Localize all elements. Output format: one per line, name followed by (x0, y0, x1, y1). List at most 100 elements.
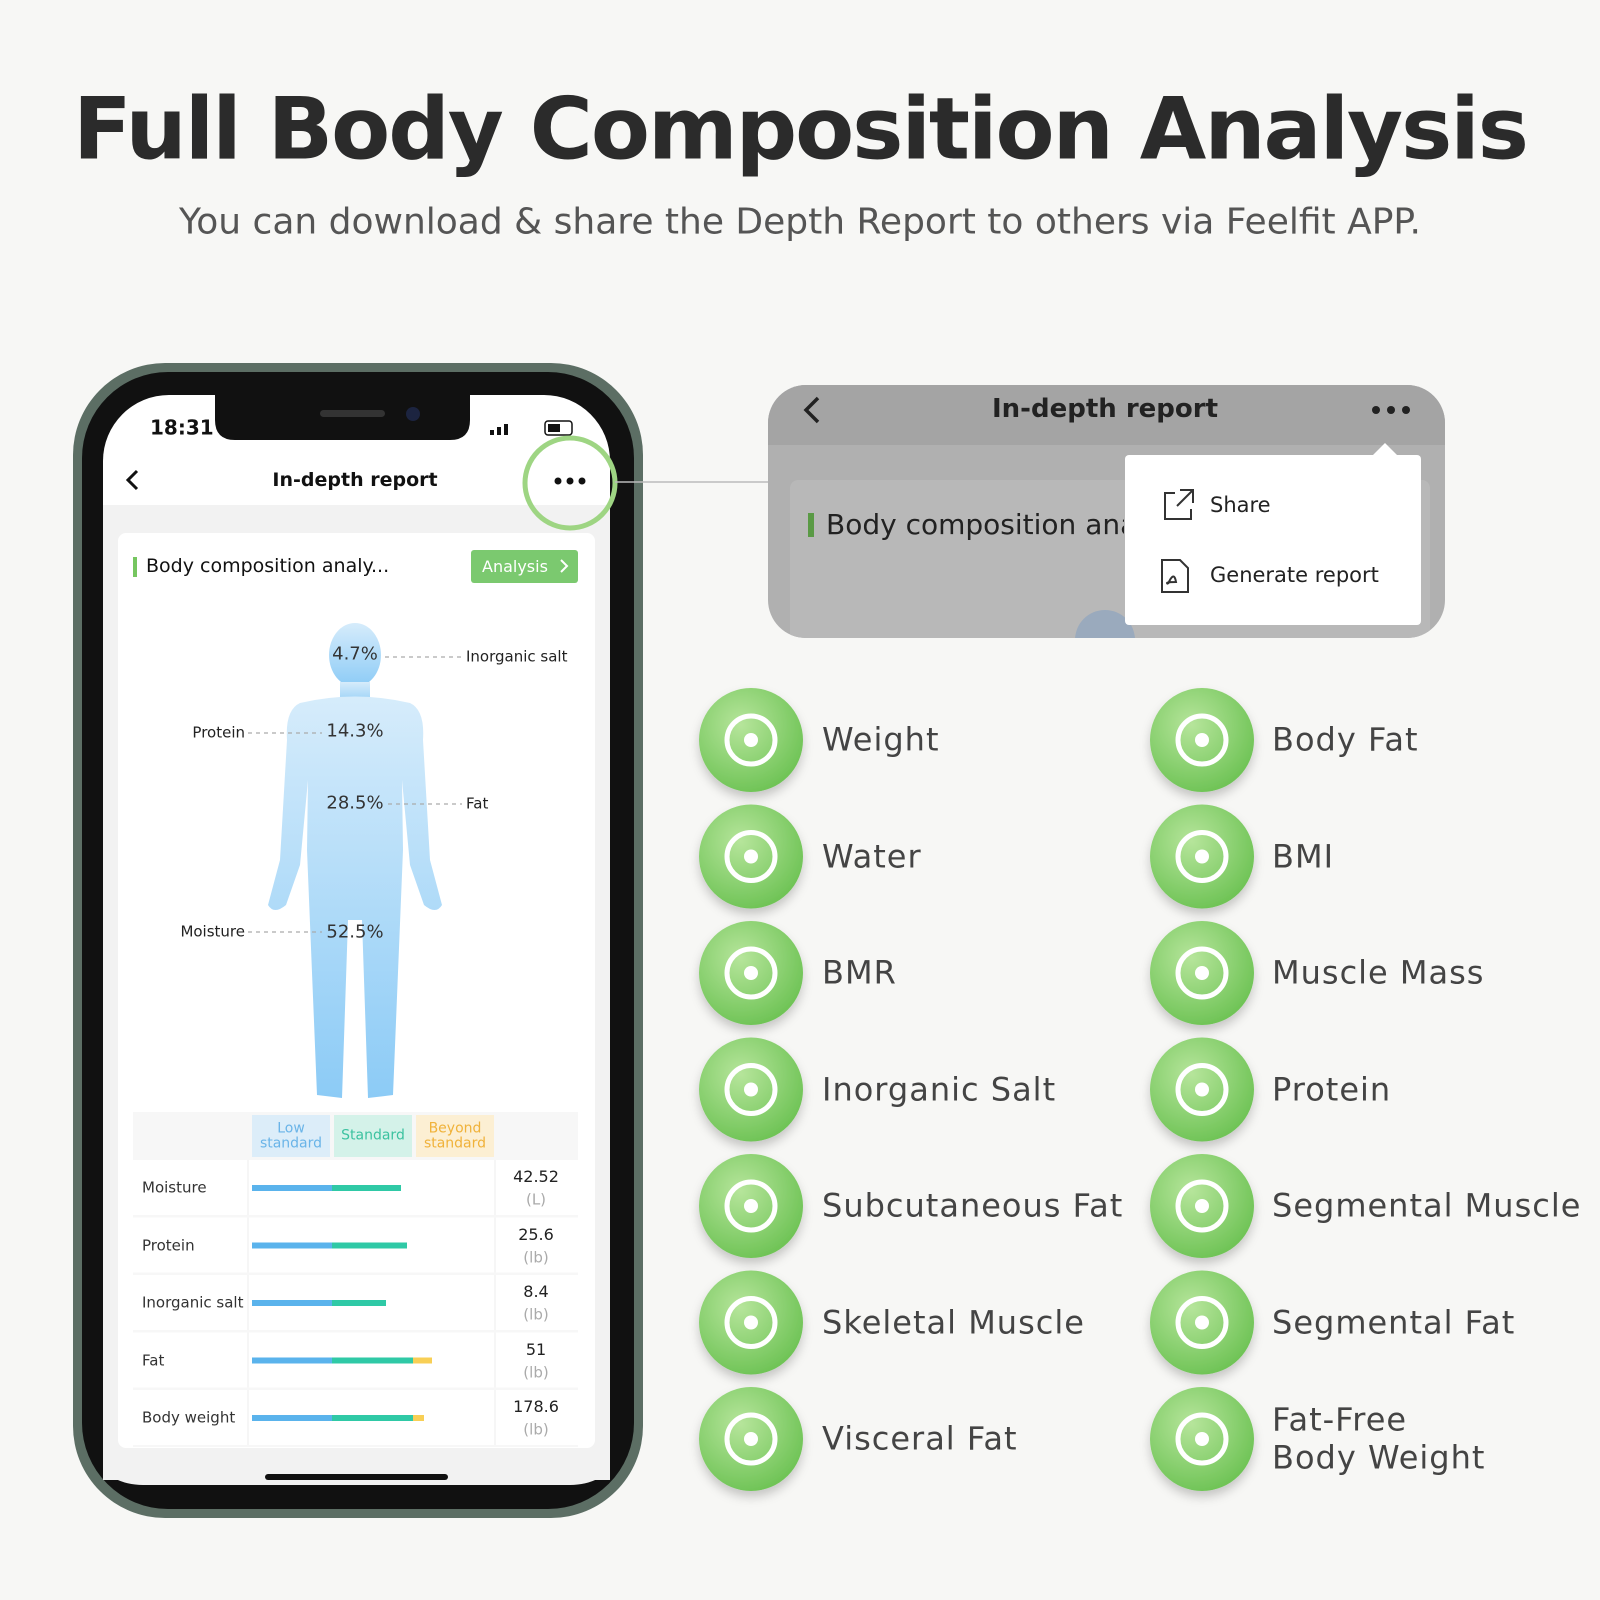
signal-icon (490, 424, 508, 435)
analysis-button-label[interactable]: Analysis (482, 556, 548, 576)
notch (215, 395, 470, 440)
feature-glyph-dot (1195, 1315, 1209, 1330)
row-name: Fat (142, 1350, 165, 1369)
row-value: 42.52 (513, 1166, 559, 1186)
bar-standard (332, 1242, 407, 1249)
bar-standard (332, 1185, 401, 1191)
feature-glyph-dot (744, 1315, 758, 1330)
header-cell (334, 1115, 412, 1157)
row-name: Moisture (142, 1178, 207, 1197)
header-label: Standard (341, 1127, 405, 1144)
nav-title: In-depth report (272, 469, 438, 492)
body-percent: 14.3% (326, 720, 384, 742)
speaker (320, 410, 385, 417)
feature-glyph (1175, 946, 1229, 1000)
popup-back[interactable] (803, 396, 820, 424)
feature-glyph (724, 830, 778, 883)
row-value: 51 (525, 1339, 547, 1359)
row-unit: (lb) (523, 1305, 549, 1324)
body-figure (268, 623, 442, 1098)
feature-glyph-dot (1195, 849, 1209, 864)
feature-glyph-dot (744, 1199, 758, 1213)
feature-label: Visceral Fat (822, 1419, 1018, 1458)
menu-item[interactable]: Generate report (1210, 562, 1379, 587)
row-unit: (lb) (523, 1420, 549, 1439)
feature-label: Inorganic Salt (822, 1070, 1057, 1109)
battery-level (548, 424, 560, 432)
popup-more[interactable] (1372, 406, 1410, 414)
row-name: Body weight (142, 1408, 236, 1427)
feature-glyph-dot (1195, 966, 1209, 980)
header-cell (252, 1115, 330, 1157)
bar-low (252, 1300, 332, 1306)
feature-label: Weight (822, 720, 940, 759)
feature-glyph-dot (1195, 733, 1209, 747)
analysis-button[interactable] (471, 550, 578, 583)
feature-glyph (1175, 1296, 1229, 1349)
feature-glyph (1175, 1179, 1229, 1233)
card-accent (133, 557, 137, 577)
body-percent: 28.5% (326, 792, 384, 814)
feature-label: Segmental Fat (1272, 1303, 1516, 1342)
feature-glyph-dot (744, 1082, 758, 1097)
row-value: 178.6 (513, 1396, 559, 1416)
feature-label: Fat-Free Body Weight (1272, 1400, 1486, 1477)
row-name: Protein (142, 1235, 195, 1254)
share-icon (1164, 489, 1194, 520)
popup-card-title: Body composition ana (826, 508, 1124, 541)
row-name: Inorganic salt (142, 1293, 244, 1312)
menu-item[interactable]: Share (1210, 492, 1271, 517)
feature-glyph-dot (744, 966, 758, 980)
analysis-chevron (560, 559, 569, 573)
feature-glyph-dot (1195, 1199, 1209, 1213)
more-button[interactable] (554, 477, 586, 485)
bar-low (252, 1185, 332, 1191)
screen-bg-bottom (103, 1440, 610, 1485)
body-percent: 4.7% (332, 643, 378, 665)
feature-label: Muscle Mass (1272, 953, 1485, 992)
feature-label: Protein (1272, 1070, 1392, 1109)
feature-glyph-dot (744, 1432, 758, 1446)
row-value: 25.6 (518, 1224, 554, 1244)
row-unit: (lb) (523, 1362, 549, 1381)
feature-glyph (724, 1063, 778, 1116)
feature-glyph (724, 946, 778, 1000)
feature-glyph (724, 713, 778, 767)
feature-glyph (724, 1296, 778, 1349)
bar-standard (332, 1357, 413, 1364)
header-label: Beyond standard (423, 1120, 487, 1151)
camera (406, 407, 420, 421)
feature-glyph (724, 1179, 778, 1233)
row-value: 8.4 (523, 1281, 549, 1301)
row-unit: (lb) (523, 1247, 549, 1266)
bar-beyond (413, 1357, 432, 1364)
highlight-ring (522, 435, 618, 531)
table (133, 1112, 578, 1447)
bar-standard (332, 1415, 413, 1421)
feature-glyph-dot (744, 849, 758, 864)
header-label: Low standard (259, 1120, 323, 1151)
leader-lines (248, 656, 462, 933)
bar-standard (332, 1300, 386, 1306)
feature-glyph-dot (1195, 1082, 1209, 1097)
page-title: Full Body Composition Analysis (73, 79, 1529, 180)
back-button[interactable] (125, 469, 139, 491)
feature-label: BMI (1272, 837, 1334, 876)
feature-label: Subcutaneous Fat (822, 1186, 1124, 1225)
body-percent: 52.5% (326, 921, 384, 943)
menu (1125, 455, 1421, 625)
popup-card-accent (808, 513, 814, 537)
feature-glyph (1175, 1063, 1229, 1116)
popup-title: In-depth report (991, 394, 1219, 425)
home-indicator (265, 1474, 448, 1480)
feature-glyph (1175, 830, 1229, 883)
card-title: Body composition analy... (146, 555, 390, 578)
bar-low (252, 1415, 332, 1421)
feature-glyph (1175, 713, 1229, 767)
feature-label: Skeletal Muscle (822, 1303, 1085, 1342)
bar-low (252, 1357, 332, 1364)
body-label: Fat (466, 794, 489, 813)
pdf-icon (1161, 559, 1189, 593)
body-label: Inorganic salt (466, 647, 568, 666)
